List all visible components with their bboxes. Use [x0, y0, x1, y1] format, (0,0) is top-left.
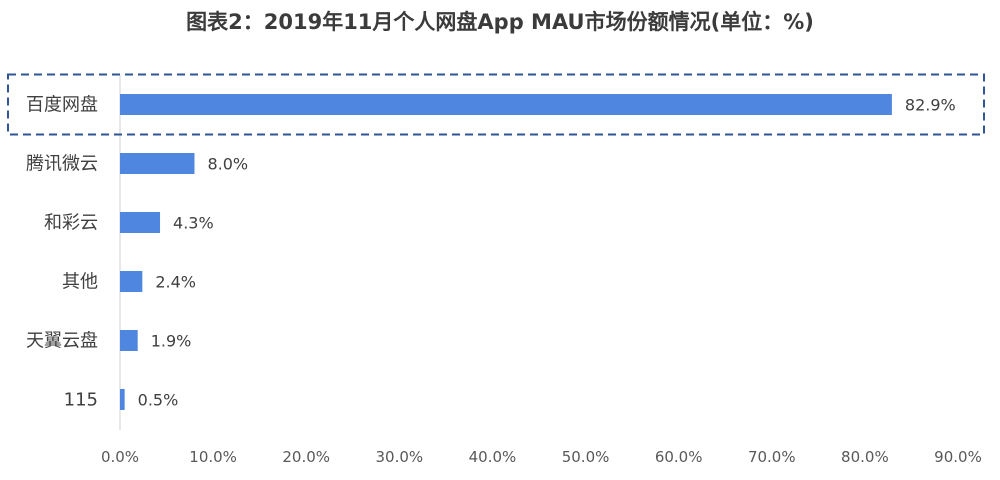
value-label: 8.0% — [207, 155, 248, 174]
bar-0 — [120, 94, 892, 115]
bar-5 — [120, 389, 125, 410]
x-tick-label: 70.0% — [748, 448, 796, 466]
bar-3 — [120, 271, 143, 292]
x-tick-label: 40.0% — [469, 448, 517, 466]
bar-4 — [120, 330, 138, 351]
value-label: 4.3% — [173, 214, 214, 233]
category-label: 腾讯微云 — [26, 154, 98, 175]
value-label: 2.4% — [155, 273, 196, 292]
category-label: 和彩云 — [44, 213, 98, 234]
category-label: 115 — [64, 390, 98, 411]
x-tick-label: 50.0% — [562, 448, 610, 466]
value-label: 82.9% — [905, 96, 956, 115]
x-tick-label: 30.0% — [376, 448, 424, 466]
x-tick-label: 10.0% — [189, 448, 237, 466]
x-tick-label: 90.0% — [934, 448, 982, 466]
x-tick-label: 20.0% — [282, 448, 330, 466]
chart-title: 图表2：2019年11月个人网盘App MAU市场份额情况(单位：%) — [186, 10, 814, 34]
highlight-box — [7, 73, 985, 136]
x-tick-label: 80.0% — [841, 448, 889, 466]
category-label: 天翼云盘 — [26, 331, 98, 352]
value-label: 1.9% — [151, 332, 192, 351]
x-tick-label: 60.0% — [655, 448, 703, 466]
bar-1 — [120, 153, 195, 174]
bar-2 — [120, 212, 161, 233]
x-tick-label: 0.0% — [101, 448, 139, 466]
value-label: 0.5% — [138, 391, 179, 410]
category-label: 百度网盘 — [26, 95, 98, 116]
category-label: 其他 — [62, 272, 98, 293]
